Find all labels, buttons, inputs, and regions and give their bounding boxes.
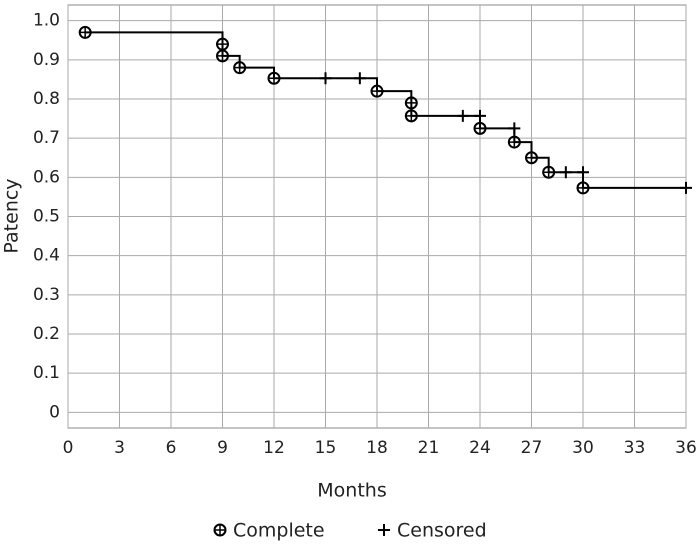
marker-plus [559,166,572,179]
marker-cross [234,62,246,74]
data-point [577,166,589,179]
x-axis-label: Months [317,480,386,502]
x-tick-label: 3 [114,438,125,458]
legend-symbol [378,524,390,536]
marker-plus [474,109,486,122]
marker-cross [79,26,91,38]
data-point [508,122,521,135]
data-point [233,61,247,75]
legend-label: Complete [233,520,325,542]
x-tick-label: 12 [263,438,285,458]
marker-plus [577,166,589,179]
legend-label: Censored [397,520,487,542]
x-tick-label: 9 [217,438,228,458]
marker-cross [371,85,383,97]
x-tick-label: 30 [572,438,594,458]
marker-plus [353,72,366,85]
data-point [404,109,418,123]
data-point [267,71,281,85]
x-tick-label: 21 [418,438,440,458]
y-tick-label: 0.3 [33,285,60,305]
marker-cross [543,166,555,178]
y-tick-label: 0 [49,402,60,422]
data-point [559,166,572,179]
x-tick-label: 6 [166,438,177,458]
marker-cross [268,72,280,84]
data-point [370,84,384,98]
y-tick-label: 1.0 [33,11,60,31]
data-point [507,135,521,149]
y-tick-label: 0.7 [33,128,60,148]
data-point [576,181,590,195]
y-axis-label: Patency [1,178,23,253]
data-point [680,181,692,194]
marker-cross [214,524,226,536]
data-point [456,109,469,122]
y-tick-label: 0.9 [33,50,60,70]
data-point [473,121,487,135]
data-point [216,49,229,63]
marker-plus [680,181,692,194]
marker-cross [526,152,537,164]
x-tick-label: 24 [469,438,491,458]
marker-plus [378,524,390,536]
data-point [474,109,486,122]
data-point [216,37,229,51]
data-point [319,72,332,85]
marker-cross [508,136,520,148]
y-tick-label: 0.6 [33,167,60,187]
marker-cross [405,110,417,122]
marker-plus [508,122,521,135]
marker-cross [405,97,417,109]
x-tick-label: 33 [624,438,646,458]
y-tick-label: 0.4 [33,246,60,266]
y-tick-label: 0.1 [33,363,60,383]
legend-symbol [213,523,227,537]
marker-cross [217,50,228,62]
marker-cross [474,122,486,134]
y-tick-label: 0.5 [33,207,60,227]
marker-plus [456,109,469,122]
x-tick-label: 18 [366,438,388,458]
x-tick-label: 27 [521,438,543,458]
x-tick-label: 36 [675,438,697,458]
data-point [353,72,366,85]
survival-curve [85,31,686,189]
x-tick-label: 15 [315,438,337,458]
data-point [542,165,556,179]
marker-cross [217,38,228,50]
data-point [404,96,418,110]
data-point [78,25,92,39]
y-tick-label: 0.8 [33,89,60,109]
marker-plus [319,72,332,85]
marker-cross [577,182,589,194]
y-tick-label: 0.2 [33,324,60,344]
data-point [525,151,538,165]
x-tick-label: 0 [63,438,74,458]
